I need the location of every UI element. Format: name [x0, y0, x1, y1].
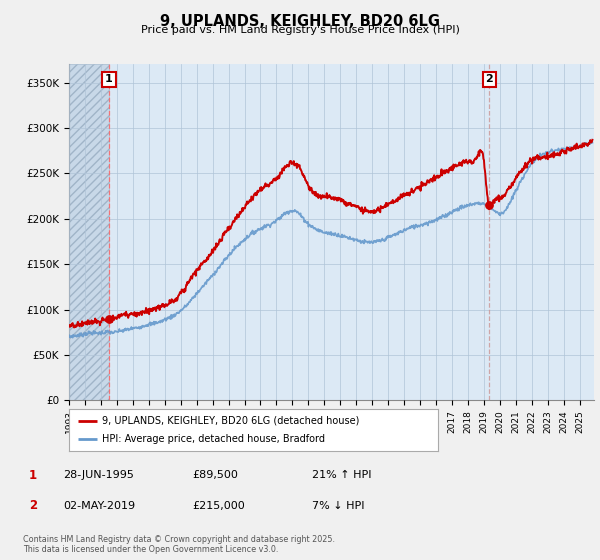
Text: £215,000: £215,000 [192, 501, 245, 511]
Text: 2: 2 [29, 499, 37, 512]
Text: 1: 1 [105, 74, 113, 85]
Text: 9, UPLANDS, KEIGHLEY, BD20 6LG (detached house): 9, UPLANDS, KEIGHLEY, BD20 6LG (detached… [102, 416, 359, 426]
Text: HPI: Average price, detached house, Bradford: HPI: Average price, detached house, Brad… [102, 434, 325, 444]
Text: Price paid vs. HM Land Registry's House Price Index (HPI): Price paid vs. HM Land Registry's House … [140, 25, 460, 35]
Text: 1: 1 [29, 469, 37, 482]
Text: 2: 2 [485, 74, 493, 85]
Text: 21% ↑ HPI: 21% ↑ HPI [312, 470, 371, 480]
Bar [69, 64, 109, 400]
Text: 28-JUN-1995: 28-JUN-1995 [63, 470, 134, 480]
Point [104, 315, 113, 324]
Text: Contains HM Land Registry data © Crown copyright and database right 2025.
This d: Contains HM Land Registry data © Crown c… [23, 535, 335, 554]
Point [484, 200, 494, 209]
Text: 9, UPLANDS, KEIGHLEY, BD20 6LG: 9, UPLANDS, KEIGHLEY, BD20 6LG [160, 14, 440, 29]
Text: 02-MAY-2019: 02-MAY-2019 [63, 501, 135, 511]
Text: £89,500: £89,500 [192, 470, 238, 480]
Text: 7% ↓ HPI: 7% ↓ HPI [312, 501, 365, 511]
